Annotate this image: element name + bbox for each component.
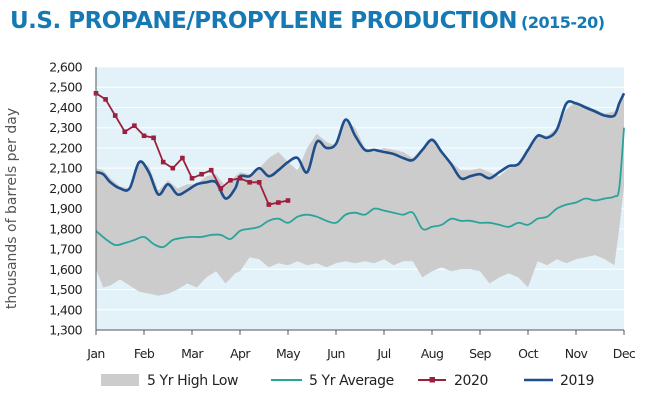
chart-subtitle: (2015-20)	[521, 13, 605, 32]
x-tick-label: Jan	[86, 346, 104, 361]
series-marker-2020	[276, 200, 281, 205]
series-marker-2020	[218, 186, 224, 191]
x-tick-label: Aug	[421, 346, 444, 361]
series-marker-2020	[112, 113, 118, 118]
y-tick-label: 2,100	[49, 161, 82, 176]
series-marker-2020	[160, 159, 166, 165]
y-tick-label: 2,400	[49, 100, 82, 115]
series-marker-2020	[151, 135, 156, 141]
y-tick-label: 2,300	[49, 120, 82, 135]
series-marker-2020	[122, 129, 128, 135]
y-tick-label: 2,200	[49, 140, 82, 155]
legend-label-2020: 2020	[454, 373, 488, 389]
legend: 5 Yr High Low 5 Yr Average 2020 2019	[101, 373, 594, 389]
series-marker-2020	[285, 198, 291, 203]
y-tick-label: 2,600	[49, 60, 82, 75]
legend-marker-2020	[429, 377, 435, 383]
y-tick-label: 1,700	[49, 242, 82, 257]
x-tick-label: May	[276, 346, 301, 361]
legend-label-5yr-average: 5 Yr Average	[309, 373, 394, 389]
axes-layer	[95, 67, 625, 335]
x-tick-label: Nov	[565, 346, 589, 361]
legend-label-2019: 2019	[560, 373, 594, 389]
series-line-5yr-average	[95, 127, 625, 249]
series-marker-2020	[199, 171, 204, 177]
series-marker-2020	[141, 133, 147, 139]
series-marker-2020	[228, 177, 233, 183]
series-marker-2020	[170, 165, 176, 171]
x-tick-labels: Jan Feb Mar Apr May Jun Jul Aug Sep Oct Nov Dec	[86, 346, 636, 361]
series-marker-2020	[103, 97, 108, 102]
x-tick-label: Dec	[613, 346, 636, 361]
y-tick-label: 2,500	[49, 80, 82, 95]
y-tick-label: 1,400	[49, 302, 82, 317]
x-tick-label: Apr	[230, 346, 251, 361]
y-tick-label: 2,000	[49, 181, 82, 196]
series-marker-2020	[237, 175, 243, 181]
series-marker-2020	[132, 123, 137, 128]
series-marker-2020	[208, 167, 214, 173]
x-tick-label: Feb	[134, 346, 155, 361]
series-marker-2020	[256, 180, 262, 185]
chart-title-main: U.S. PROPANE/PROPYLENE PRODUCTION	[10, 8, 518, 34]
series-marker-2020	[180, 155, 185, 161]
y-tick-label: 1,900	[49, 201, 82, 216]
y-tick-labels: 1,300 1,400 1,500 1,600 1,700 1,800 1,900 2,000…	[49, 60, 83, 338]
x-tick-label: Oct	[518, 346, 539, 361]
x-tick-label: Sep	[469, 346, 491, 361]
x-tick-label: Jun	[326, 346, 345, 361]
band-5yr-high-low	[96, 93, 624, 296]
series-marker-2020	[247, 180, 252, 185]
series-line-2019	[95, 92, 626, 200]
legend-swatch-band	[101, 374, 139, 386]
y-tick-label: 1,600	[49, 262, 82, 277]
chart-title: U.S. PROPANE/PROPYLENE PRODUCTION (2015-2…	[10, 8, 605, 34]
y-tick-label: 1,800	[49, 221, 82, 236]
y-axis-label: thousands of barrels per day	[4, 108, 20, 309]
y-tick-label: 1,300	[49, 323, 82, 338]
x-tick-label: Jul	[376, 346, 390, 361]
x-tick-label: Mar	[181, 346, 204, 361]
series-marker-2020	[266, 202, 272, 207]
series-marker-2020	[189, 175, 195, 181]
legend-label-band: 5 Yr High Low	[147, 373, 238, 389]
y-tick-label: 1,500	[49, 282, 82, 297]
